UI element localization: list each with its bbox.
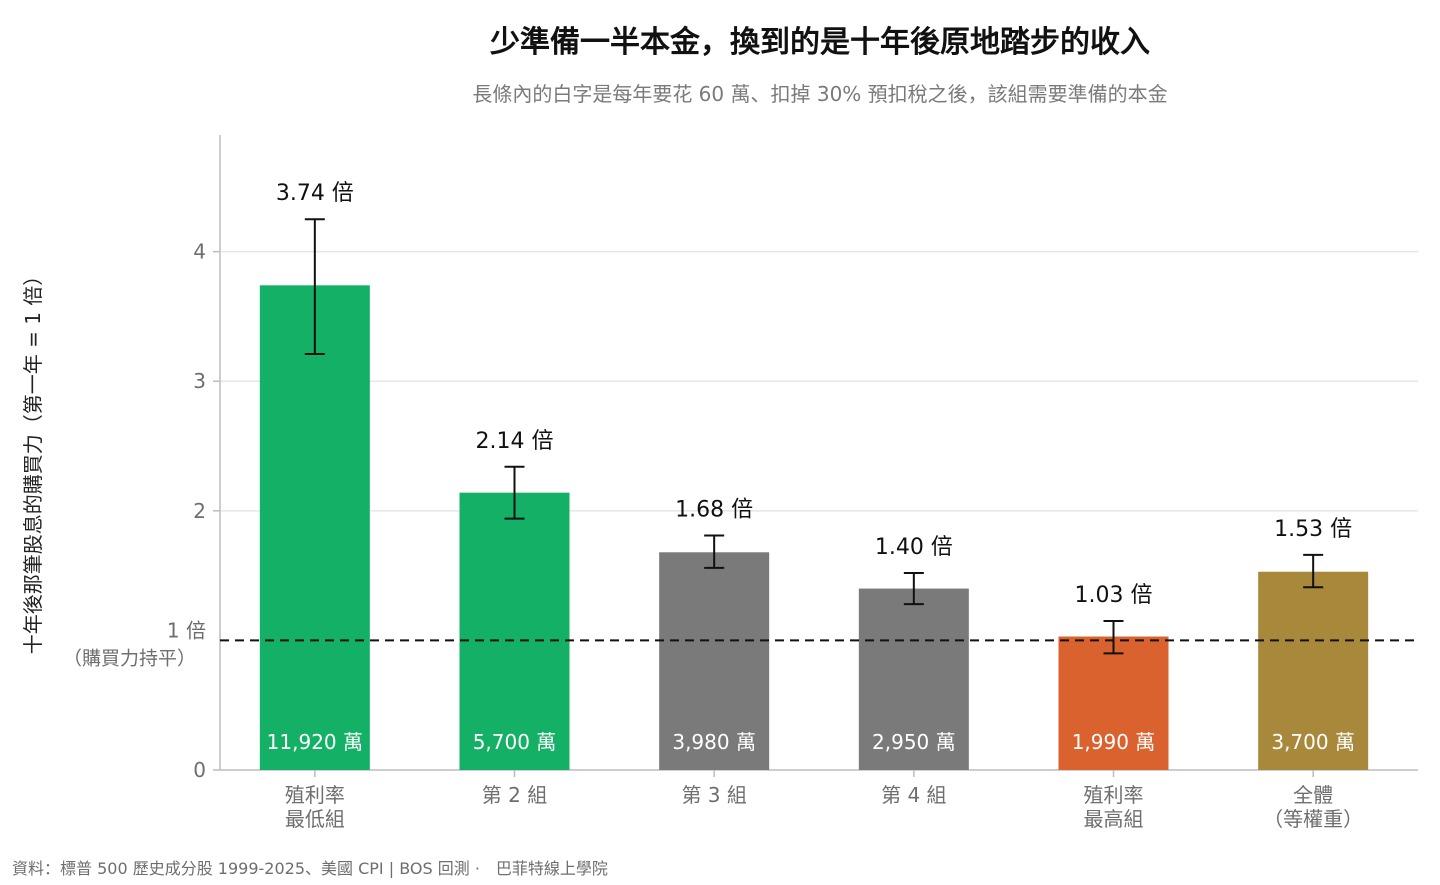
value-label: 3.74 倍 xyxy=(276,181,354,206)
bar xyxy=(1058,636,1169,770)
reference-line-group: 1 倍 （購買力持平） xyxy=(63,618,1418,669)
bar xyxy=(659,552,770,770)
x-tick-label: （等權重） xyxy=(1263,807,1363,831)
bar-inner-label: 1,990 萬 xyxy=(1072,730,1156,754)
x-tick-label: 殖利率 xyxy=(1084,783,1144,807)
y-tick-label: 4 xyxy=(193,240,206,264)
value-label: 1.53 倍 xyxy=(1274,517,1352,542)
bar xyxy=(259,285,370,770)
y-tick-label: 2 xyxy=(193,499,206,523)
x-tick-label: 殖利率 xyxy=(285,783,345,807)
axes xyxy=(213,135,1418,777)
chart-subtitle: 長條內的白字是每年要花 60 萬、扣掉 30% 預扣稅之後，該組需要準備的本金 xyxy=(472,82,1167,106)
x-tick-label: 第 3 組 xyxy=(681,783,746,807)
bar xyxy=(1258,571,1369,770)
y-axis-label: 十年後那筆股息的購買力（第一年 = 1 倍） xyxy=(21,266,45,655)
error-bars xyxy=(304,218,1324,655)
value-label: 1.40 倍 xyxy=(875,535,953,560)
bar-inner-label: 3,980 萬 xyxy=(672,730,756,754)
y-tick-label: 0 xyxy=(193,758,206,782)
x-tick-label: 全體 xyxy=(1293,783,1333,807)
x-tick-label: 最低組 xyxy=(285,807,345,831)
bar-inner-label: 2,950 萬 xyxy=(872,730,956,754)
bar-inner-label: 3,700 萬 xyxy=(1271,730,1355,754)
bar xyxy=(858,588,969,770)
bar xyxy=(459,492,570,770)
reference-label: 1 倍 xyxy=(167,618,206,642)
value-label: 1.03 倍 xyxy=(1075,583,1153,608)
bar-inner-label: 11,920 萬 xyxy=(267,730,363,754)
reference-sublabel: （購買力持平） xyxy=(63,647,196,669)
value-labels: 3.74 倍 2.14 倍 1.68 倍 1.40 倍 1.03 倍 1.53 倍 xyxy=(276,181,1352,608)
x-tick-labels: 殖利率最低組第 2 組第 3 組第 4 組殖利率最高組全體（等權重） xyxy=(285,783,1363,831)
x-tick-label: 第 2 組 xyxy=(482,783,547,807)
value-label: 1.68 倍 xyxy=(675,497,753,522)
x-tick-label: 最高組 xyxy=(1084,807,1144,831)
source-note: 資料：標普 500 歷史成分股 1999-2025、美國 CPI | BOS 回… xyxy=(12,859,608,878)
y-tick-labels: 0 2 3 4 xyxy=(193,240,206,782)
x-tick-label: 第 4 組 xyxy=(881,783,946,807)
chart-title: 少準備一半本金，換到的是十年後原地踏步的收入 xyxy=(490,25,1150,60)
gridlines xyxy=(220,250,1418,512)
value-label: 2.14 倍 xyxy=(476,429,554,454)
bar-inner-label: 5,700 萬 xyxy=(473,730,557,754)
y-tick-label: 3 xyxy=(193,369,206,393)
bars: 11,920 萬 5,700 萬 3,980 萬 2,950 萬 1,990 萬 3,70… xyxy=(259,285,1369,770)
